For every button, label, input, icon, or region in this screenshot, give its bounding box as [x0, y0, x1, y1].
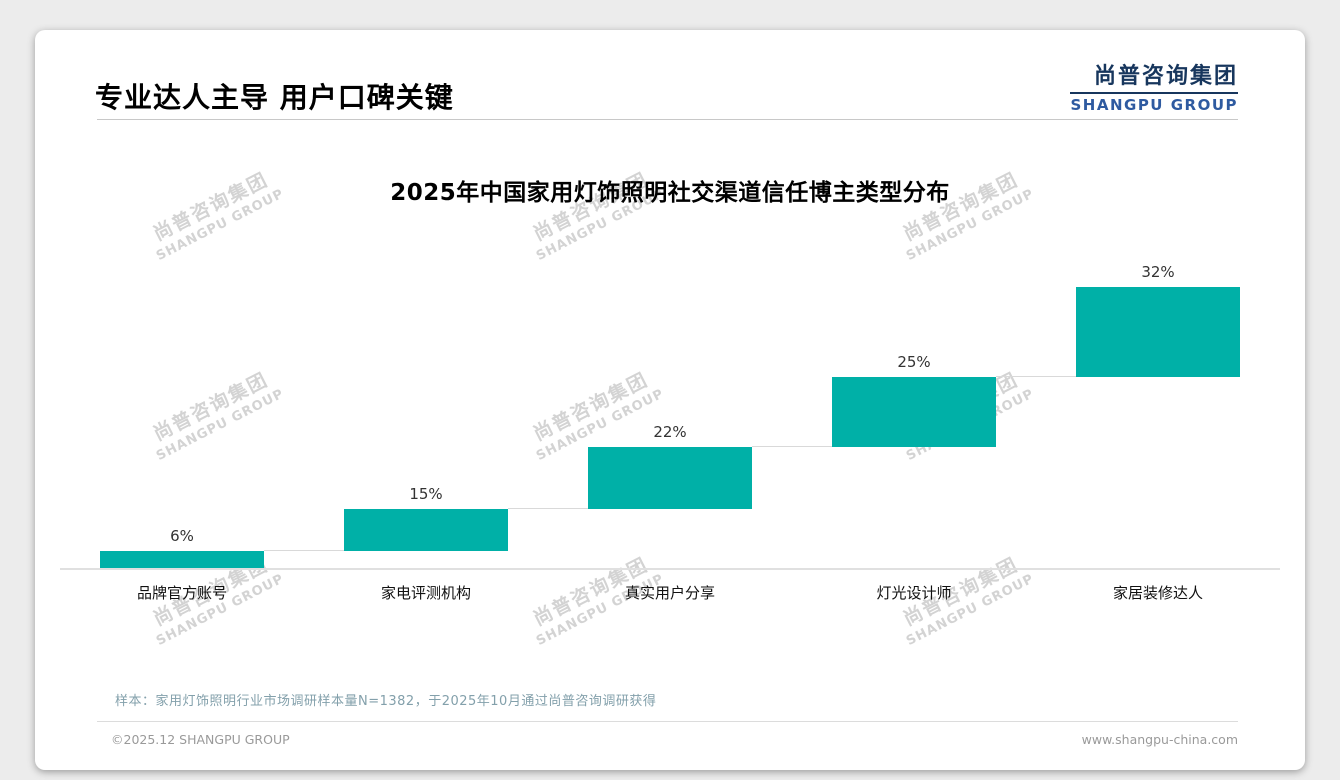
step-connector-line	[508, 508, 588, 509]
waterfall-bar	[344, 509, 508, 552]
watermark-chinese-text: 尚普咨询集团	[529, 168, 653, 246]
watermark-english-text: SHANGPU GROUP	[903, 571, 1037, 649]
waterfall-bar	[832, 376, 996, 448]
footer-copyright: ©2025.12 SHANGPU GROUP	[111, 732, 290, 747]
watermark-chinese-text: 尚普咨询集团	[149, 168, 273, 246]
step-connector-line	[996, 375, 1076, 377]
category-label: 家居装修达人	[1112, 584, 1203, 602]
footer-website: www.shangpu-china.com	[1081, 732, 1238, 747]
footer-divider	[97, 721, 1238, 722]
step-connector-line	[752, 446, 832, 448]
step-connector-line	[264, 550, 344, 552]
logo-english-text: SHANGPU GROUP	[1070, 92, 1238, 114]
waterfall-bar	[1076, 287, 1240, 377]
slide: 尚普咨询集团 SHANGPU GROUP 尚普咨询集团 SHANGPU GROUP 尚普…	[35, 30, 1305, 770]
x-axis-line	[60, 568, 1280, 570]
bar-value-label: 22%	[653, 423, 687, 442]
chart-title: 2025年中国家用灯饰照明社交渠道信任博主类型分布	[390, 180, 950, 206]
bar-value-label: 25%	[897, 352, 931, 371]
category-label: 品牌官方账号	[136, 584, 227, 602]
bar-value-label: 32%	[1141, 263, 1175, 281]
page-title: 专业达人主导 用户口碑关键	[95, 81, 454, 114]
category-label: 真实用户分享	[624, 584, 715, 602]
logo-chinese-text: 尚普咨询集团	[1093, 64, 1238, 89]
sample-note: 样本：家用灯饰照明行业市场调研样本量N=1382，于2025年10月通过尚普咨询…	[115, 694, 657, 709]
category-label: 家电评测机构	[380, 584, 471, 602]
waterfall-bar	[100, 551, 264, 568]
watermark-english-text: SHANGPU GROUP	[153, 571, 287, 649]
header-divider	[97, 119, 1238, 120]
waterfall-bar	[588, 447, 752, 509]
category-label: 灯光设计师	[876, 584, 952, 602]
bar-value-label: 15%	[409, 485, 443, 503]
waterfall-chart: 6% 品牌官方账号 15% 家电评测机构 22% 真实用户分享 25% 灯光设计师 32% 家居装…	[60, 260, 1280, 602]
bar-value-label: 6%	[170, 527, 194, 546]
company-logo: 尚普咨询集团 SHANGPU GROUP	[1070, 58, 1238, 114]
watermark-chinese-text: 尚普咨询集团	[899, 168, 1023, 246]
watermark-english-text: SHANGPU GROUP	[533, 571, 667, 649]
